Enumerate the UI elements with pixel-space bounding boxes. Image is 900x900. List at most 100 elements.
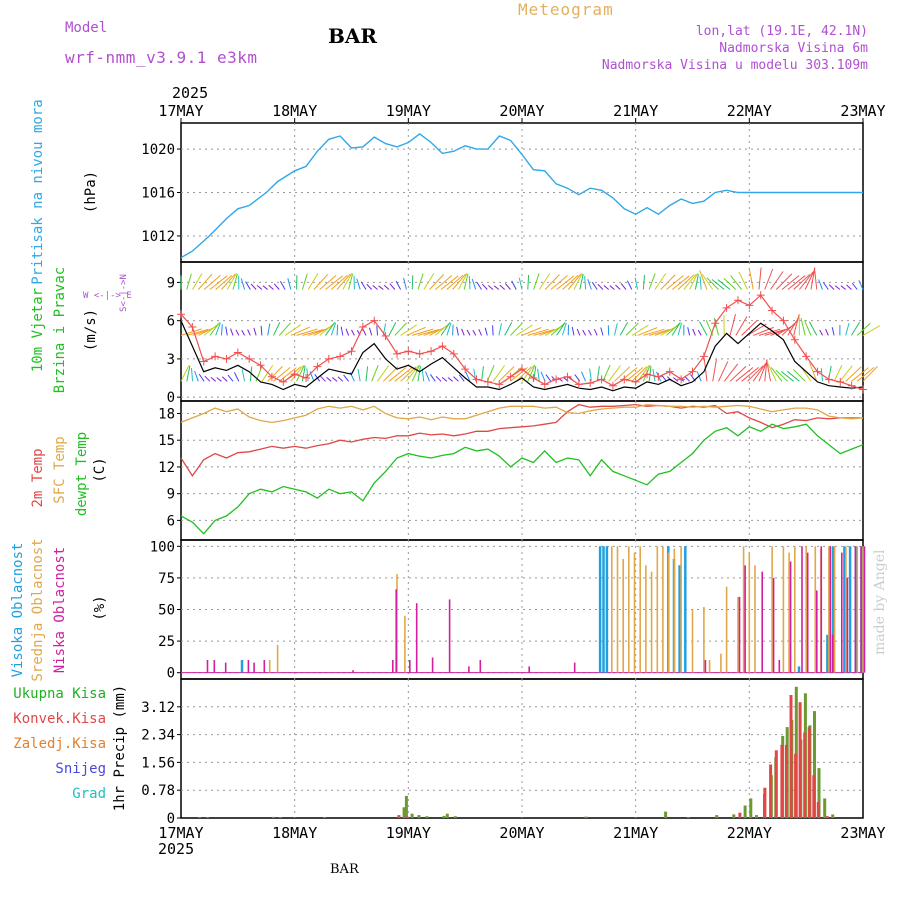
wind-arrow	[793, 369, 806, 382]
wind-arrow	[225, 326, 228, 336]
cloud-low-label: Niska Oblacnost	[52, 547, 68, 673]
wind-arrow	[262, 285, 269, 290]
wind-arrow	[476, 281, 482, 290]
precip-convective-bar	[738, 812, 742, 818]
precip-convective-bar	[789, 695, 793, 818]
wind-arrow	[319, 275, 337, 290]
wind-gust-marker	[290, 370, 299, 379]
wind-arrow	[518, 277, 523, 290]
precip-total-bar	[813, 711, 816, 818]
y-tick-label: 50	[158, 603, 175, 619]
wind-arrow	[717, 279, 731, 290]
precip-total-bar	[417, 815, 421, 818]
wind-arrow	[818, 279, 824, 290]
precip-unit: 1hr Precip (mm)	[112, 685, 128, 811]
wind-gust-marker	[608, 381, 617, 390]
wind-arrow	[417, 329, 440, 336]
cloud-high-label: Visoka Oblacnost	[10, 543, 26, 678]
wind-arrow	[738, 271, 748, 290]
wind-arrow	[296, 364, 305, 382]
wind-arrow	[510, 367, 528, 382]
wind-arrow	[550, 275, 568, 290]
wind-arrow	[753, 326, 774, 336]
wind-arrow	[411, 275, 414, 290]
wind-arrow	[268, 284, 274, 290]
precip-convective-bar	[774, 750, 778, 818]
wind-arrow	[775, 369, 789, 382]
wind-arrow	[767, 363, 777, 382]
wind-arrow	[466, 329, 471, 336]
precip-total-bar	[410, 813, 414, 818]
footer-station: BAR	[330, 862, 359, 877]
wind-arrow	[831, 327, 835, 336]
wind-arrow	[478, 329, 482, 336]
y-tick-label: 1020	[141, 142, 175, 158]
wind-gust-marker	[472, 375, 481, 384]
wind-arrow	[376, 325, 379, 336]
wind-gust-marker	[222, 354, 231, 363]
wind-arrow	[412, 328, 434, 336]
wind-arrow	[699, 276, 702, 290]
station-title: BAR	[328, 24, 378, 48]
wind-arrow	[453, 376, 459, 382]
x-tick-label-top: 23MAY	[840, 102, 885, 120]
precip-total-bar	[453, 816, 457, 818]
precip-convective-bar	[816, 802, 820, 818]
wind-arrow	[810, 267, 816, 290]
wind-arrow	[340, 326, 344, 336]
wind-arrow	[198, 373, 205, 382]
wind-arrow	[440, 322, 451, 336]
precip-total-bar	[206, 817, 209, 818]
wind-arrow	[735, 367, 754, 382]
wind-arrow	[862, 366, 878, 382]
wind-arrow	[845, 366, 862, 382]
wind-arrow	[357, 368, 361, 382]
wind-arrow	[279, 281, 286, 290]
temp-sfc-label: SFC Temp	[52, 436, 68, 503]
x-tick-label-bottom: 23MAY	[840, 824, 885, 842]
wind-arrow	[278, 367, 297, 382]
wind-arrow	[465, 371, 471, 382]
wind-arrow	[625, 322, 639, 336]
wind-arrow	[620, 282, 627, 290]
wind-arrow	[593, 328, 598, 336]
wind-arrow	[372, 285, 378, 290]
wind-arrow	[307, 273, 319, 290]
precip-legend-freezing: Zaledj.Kisa	[13, 736, 106, 752]
wind-arrow	[846, 284, 852, 290]
x-tick-label-bottom: 19MAY	[386, 824, 431, 842]
wind-arrow	[556, 322, 566, 336]
wind-arrow	[540, 371, 546, 382]
precip-convective-bar	[405, 816, 409, 818]
temp-2m-line	[180, 403, 863, 477]
wind-arrow	[683, 273, 697, 290]
wind-arrow	[267, 366, 283, 382]
wind-gust-marker	[313, 362, 322, 371]
wind-arrow	[822, 282, 829, 290]
wind-arrow	[313, 273, 329, 290]
wind-arrow	[186, 365, 191, 382]
precip-total-bar	[743, 805, 747, 818]
y-tick-label: 3.12	[141, 700, 175, 716]
wind-arrow	[851, 367, 869, 382]
wind-label-1: 10m Vjetar	[30, 288, 46, 372]
wind-gust-marker	[733, 296, 742, 305]
wind-gust-marker	[267, 372, 276, 381]
precip-total-bar	[686, 817, 690, 818]
wind-arrow	[400, 324, 417, 336]
wind-arrow	[247, 329, 251, 336]
wind-arrow	[499, 284, 505, 290]
y-tick-label: 6	[167, 314, 175, 330]
wind-arrow	[220, 324, 223, 336]
wind-arrow	[417, 366, 421, 382]
wind-arrow	[457, 273, 468, 290]
wind-arrow	[403, 277, 407, 290]
wind-arrow	[527, 364, 536, 382]
wind-arrow	[382, 366, 399, 382]
wind-arrow	[342, 273, 353, 290]
wind-arrow	[706, 277, 719, 290]
wind-arrow	[331, 377, 338, 382]
wind-gust-marker	[552, 375, 561, 384]
wind-arrow	[699, 270, 708, 290]
wind-arrow	[819, 329, 823, 336]
